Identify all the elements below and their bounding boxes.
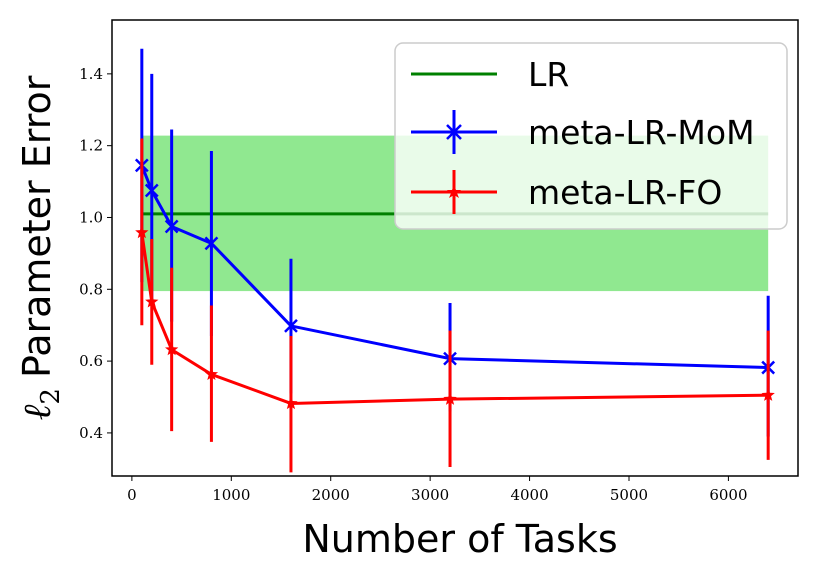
x-tick-label: 5000 [610, 486, 648, 504]
legend-label-lr: LR [528, 55, 569, 94]
y-tick-label: 1.0 [79, 208, 103, 226]
y-axis-title-subscript: 2 [36, 388, 66, 405]
x-tick-label: 6000 [709, 486, 747, 504]
legend-item-meta-lr-mom: meta-LR-MoM [411, 110, 755, 154]
y-axis-title: ℓ2 Parameter Error [15, 75, 66, 420]
x-axis-title: Number of Tasks [302, 517, 617, 561]
point-meta-lr-fo [164, 342, 179, 356]
point-meta-lr-fo [443, 392, 457, 405]
legend-item-meta-lr-fo: meta-LR-FO [411, 170, 722, 214]
y-tick-label: 0.4 [79, 424, 103, 442]
legend: LR meta-LR-MoM meta-LR-FO [394, 42, 788, 230]
x-tick-label: 2000 [312, 486, 350, 504]
legend-label-meta-lr-mom: meta-LR-MoM [528, 113, 755, 152]
legend-label-meta-lr-fo: meta-LR-FO [528, 173, 722, 212]
y-tick-label: 1.4 [79, 65, 103, 83]
x-tick-label: 1000 [212, 486, 250, 504]
point-meta-lr-mom [284, 319, 298, 333]
point-meta-lr-fo [145, 294, 159, 308]
y-tick-label: 0.6 [79, 352, 103, 370]
point-meta-lr-fo [135, 225, 149, 239]
y-tick-label: 1.2 [79, 137, 103, 155]
legend-marker-meta-lr-mom [446, 124, 462, 140]
x-tick-label: 3000 [411, 486, 449, 504]
x-tick-label: 0 [127, 486, 137, 504]
y-axis-title-symbol: ℓ [15, 404, 59, 420]
x-tick-label: 4000 [510, 486, 548, 504]
legend-marker-meta-lr-fo [447, 185, 461, 198]
point-meta-lr-mom [144, 183, 159, 198]
series-meta-lr-fo [135, 138, 775, 473]
legend-item-lr: LR [411, 55, 569, 94]
point-meta-lr-fo [284, 396, 298, 410]
series-layer [134, 48, 776, 473]
y-tick-label: 0.8 [79, 280, 103, 298]
point-meta-lr-mom [204, 236, 219, 251]
tick-layer: 0 1000 2000 3000 4000 5000 6000 0.4 0.6 0.8 1.0 1.2… [79, 65, 747, 504]
point-meta-lr-mom [164, 219, 179, 234]
legend-box [394, 42, 788, 230]
y-axis-title-text: Parameter Error [15, 75, 59, 378]
point-meta-lr-fo [204, 367, 219, 381]
point-meta-lr-fo [761, 388, 775, 401]
plot-area-frame [111, 19, 799, 477]
